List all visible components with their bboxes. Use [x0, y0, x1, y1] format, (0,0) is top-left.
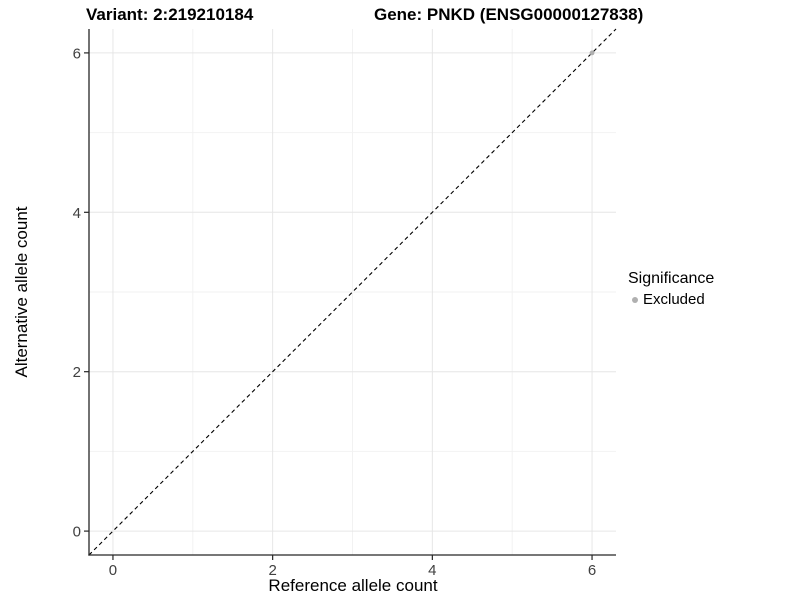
- y-tick-label: 4: [73, 205, 81, 222]
- x-tick-label: 6: [588, 562, 596, 579]
- y-tick-label: 0: [73, 524, 81, 541]
- identity-line: [88, 28, 617, 556]
- y-axis-label: Alternative allele count: [12, 206, 31, 378]
- legend-item-excluded: Excluded: [628, 291, 714, 308]
- excluded-point-icon: [632, 296, 638, 303]
- y-tick-label: 2: [73, 364, 81, 381]
- legend-item-label: Excluded: [643, 291, 705, 308]
- data-point: [589, 50, 595, 56]
- y-tick-label: 6: [73, 45, 81, 62]
- x-tick-label: 2: [268, 562, 276, 579]
- plot-title-variant: Variant: 2:219210184: [86, 5, 254, 24]
- x-tick-label: 0: [109, 562, 117, 579]
- plot-title-gene: Gene: PNKD (ENSG00000127838): [374, 5, 644, 24]
- legend: Significance Excluded: [628, 270, 714, 308]
- x-tick-label: 4: [428, 562, 436, 579]
- x-axis-label: Reference allele count: [268, 576, 438, 595]
- legend-title: Significance: [628, 270, 715, 287]
